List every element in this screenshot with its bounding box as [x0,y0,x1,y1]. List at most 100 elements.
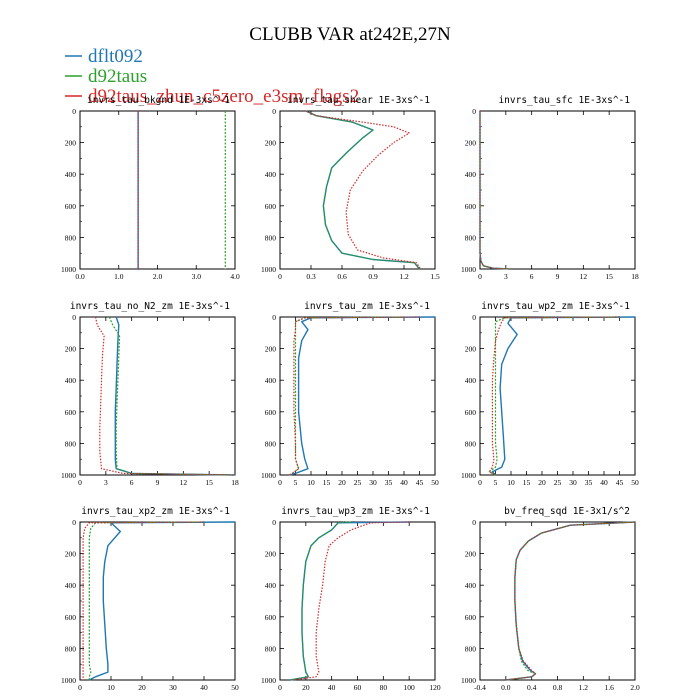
chart-panel: invrs_tau_bkgnd 1E-3xs^-1 0 200 400 600 800 10… [61,95,240,281]
chart-panel: invrs_tau_xp2_zm 1E-3xs^-102004006008001… [61,506,239,692]
y-tick-label: 0 [72,518,76,527]
panel-title: bv_freq_sqd 1E-3x1/s^2 [504,506,630,517]
series-line [491,316,636,476]
x-tick-label: 30 [569,478,577,487]
legend-entry: dflt092 [65,46,143,67]
x-tick-label: 25 [354,478,362,487]
x-tick-label: 6 [130,478,134,487]
x-tick-label: 40 [600,478,608,487]
chart-panel: invrs_tau_wp2_zm 1E-3xs^-102004006008001… [461,301,639,487]
chart-panel: invrs_tau_zm 1E-3xs^-1020040060080010000… [261,301,439,487]
y-tick-label: 1000 [61,676,76,685]
y-tick-label: 200 [65,345,77,354]
x-tick-label: 9 [556,272,560,281]
chart-panel: bv_freq_sqd 1E-3x1/s^2 0 200 400 600 800 1000-… [461,506,640,692]
x-tick-label: 3 [504,272,508,281]
x-tick-label: 2.0 [630,683,640,692]
x-tick-label: 100 [404,683,416,692]
x-tick-label: 0 [78,478,82,487]
x-tick-label: 60 [354,683,362,692]
x-tick-label: 3.0 [192,272,202,281]
y-tick-label: 200 [65,139,77,148]
panel-title: invrs_tau_bkgnd 1E-3xs^-1 [87,95,230,106]
x-tick-label: 0.3 [306,272,316,281]
panel-title: invrs_tau_no_N2_zm 1E-3xs^-1 [70,301,230,312]
plot-frame [79,316,236,476]
y-tick-label: 200 [265,345,277,354]
y-tick-label: 600 [265,408,277,417]
y-tick-label: 200 [265,139,277,148]
y-tick-label: 0 [72,313,76,322]
x-tick-label: 15 [523,478,531,487]
x-tick-label: 20 [538,478,546,487]
y-tick-label: 400 [265,376,277,385]
series-line [479,111,511,270]
series-line [289,316,405,476]
x-tick-label: 1.0 [114,272,124,281]
y-tick-label: 800 [65,644,77,653]
x-tick-label: 0.9 [368,272,378,281]
y-tick-label: 400 [465,581,477,590]
chart-panel: invrs_tau_wp3_zm 1E-3xs^-102004006008001… [261,506,441,692]
series-line [305,110,422,270]
y-tick-label: 1000 [61,471,76,480]
y-tick-label: 800 [465,644,477,653]
y-tick-label: 200 [465,345,477,354]
x-tick-label: 18 [231,478,239,487]
y-tick-label: 200 [465,139,477,148]
x-tick-label: 0.6 [337,272,347,281]
x-tick-label: 35 [385,478,393,487]
x-tick-label: 40 [328,683,336,692]
chart-panel: invrs_tau_no_N2_zm 1E-3xs^-1020040060080… [61,301,239,487]
y-tick-label: 600 [65,613,77,622]
x-tick-label: 50 [431,478,439,487]
x-tick-label: 50 [231,683,239,692]
x-tick-label: 5 [494,478,498,487]
x-tick-label: 30 [169,683,177,692]
x-tick-label: 120 [429,683,441,692]
y-tick-label: 400 [65,170,77,179]
x-tick-label: 20 [138,683,146,692]
y-tick-label: 800 [65,439,77,448]
legend-entry: d92taus [65,66,147,87]
x-tick-label: 1.6 [604,683,614,692]
y-tick-label: 0 [472,518,476,527]
panel-title: invrs_tau_xp2_zm 1E-3xs^-1 [81,506,230,517]
series-line [82,521,205,680]
x-tick-label: 1.5 [430,272,440,281]
series-line [305,110,420,270]
plot-frame [479,316,636,476]
y-tick-label: 400 [465,376,477,385]
y-tick-label: 1000 [261,471,276,480]
legend-label: d92taus [88,66,147,87]
y-tick-label: 1000 [261,676,276,685]
y-tick-label: 800 [465,233,477,242]
y-tick-label: 1000 [261,265,276,274]
series-line [88,521,205,680]
y-tick-label: 0 [272,518,276,527]
x-tick-label: 10 [507,478,515,487]
y-tick-label: 1000 [61,265,76,274]
legend-label: d92taus_zhun_c5zero_e3sm_flags2 [88,86,359,107]
chart-panel: invrs_tau_sfc 1E-3xs^-1 0 200 400 600 800 1000… [461,95,639,281]
y-tick-label: 800 [65,233,77,242]
series-line [505,521,636,681]
plot-frame [479,110,636,270]
series-line [479,111,511,270]
x-tick-label: 10 [307,478,315,487]
panel-title: invrs_tau_shear 1E-3xs^-1 [287,95,430,106]
y-tick-label: 800 [265,439,277,448]
x-tick-label: -0.4 [474,683,486,692]
chart-panel: invrs_tau_shear 1E-3xs^-1 0 200 400 600 800 10… [261,95,440,281]
panel-title: invrs_tau_sfc 1E-3xs^-1 [498,95,630,106]
x-tick-label: 0.8 [553,683,563,692]
x-tick-label: 0 [478,272,482,281]
x-tick-label: 2.0 [153,272,163,281]
x-tick-label: 0.4 [527,683,537,692]
x-tick-label: 45 [416,478,424,487]
x-tick-label: 12 [580,272,588,281]
x-tick-label: 20 [338,478,346,487]
x-tick-label: 20 [302,683,310,692]
panel-title: invrs_tau_wp3_zm 1E-3xs^-1 [281,506,430,517]
y-tick-label: 200 [465,550,477,559]
